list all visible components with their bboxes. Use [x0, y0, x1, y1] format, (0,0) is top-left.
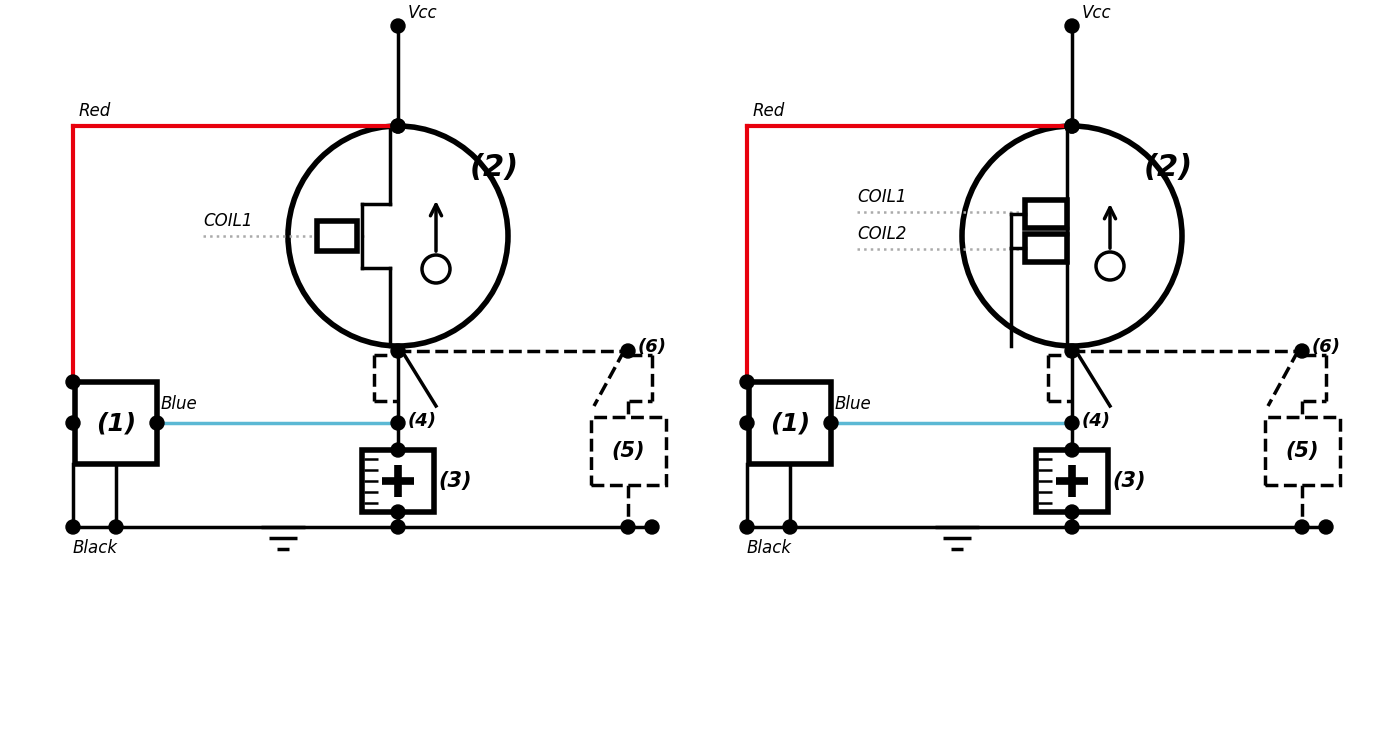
Text: (6): (6): [1313, 338, 1341, 356]
Text: Vcc: Vcc: [407, 4, 438, 22]
Text: Blue: Blue: [836, 395, 872, 413]
Circle shape: [739, 416, 755, 430]
Bar: [1036, 450, 1108, 512]
Circle shape: [66, 520, 80, 534]
Text: Red: Red: [80, 102, 112, 120]
Text: (5): (5): [1285, 441, 1318, 461]
Circle shape: [391, 344, 405, 358]
Circle shape: [739, 375, 755, 389]
Text: Black: Black: [746, 539, 792, 557]
Circle shape: [1320, 520, 1334, 534]
Circle shape: [1064, 19, 1078, 33]
Circle shape: [1064, 119, 1078, 133]
Circle shape: [739, 520, 755, 534]
Circle shape: [1064, 520, 1078, 534]
Circle shape: [1064, 344, 1078, 358]
Text: (4): (4): [407, 412, 437, 430]
Bar: [749, 382, 831, 464]
Circle shape: [783, 520, 797, 534]
Circle shape: [391, 520, 405, 534]
Bar: [75, 382, 158, 464]
Circle shape: [824, 416, 838, 430]
Circle shape: [1295, 520, 1309, 534]
Text: (3): (3): [438, 471, 472, 491]
Bar: [317, 221, 357, 251]
Text: (4): (4): [1083, 412, 1110, 430]
Circle shape: [109, 520, 123, 534]
Circle shape: [1064, 505, 1078, 519]
Circle shape: [66, 375, 80, 389]
Text: (1): (1): [770, 411, 810, 435]
Bar: [1025, 200, 1067, 228]
Circle shape: [621, 520, 635, 534]
Circle shape: [391, 443, 405, 457]
Text: Blue: Blue: [160, 395, 198, 413]
Circle shape: [391, 119, 405, 133]
Text: (6): (6): [638, 338, 667, 356]
Circle shape: [151, 416, 165, 430]
Text: (3): (3): [1112, 471, 1145, 491]
Bar: [361, 450, 434, 512]
Text: COIL1: COIL1: [204, 212, 252, 230]
Circle shape: [391, 416, 405, 430]
Circle shape: [391, 505, 405, 519]
Circle shape: [66, 416, 80, 430]
Bar: [590, 417, 665, 485]
Circle shape: [391, 19, 405, 33]
Text: COIL2: COIL2: [857, 225, 907, 243]
Circle shape: [391, 119, 405, 133]
Text: (5): (5): [611, 441, 644, 461]
Circle shape: [1295, 344, 1309, 358]
Text: Vcc: Vcc: [1083, 4, 1112, 22]
Circle shape: [621, 344, 635, 358]
Bar: [1025, 234, 1067, 262]
Text: COIL1: COIL1: [857, 188, 907, 206]
Circle shape: [1064, 443, 1078, 457]
Text: (2): (2): [470, 153, 519, 183]
Text: Black: Black: [73, 539, 119, 557]
Text: (2): (2): [1144, 153, 1193, 183]
Text: Red: Red: [753, 102, 785, 120]
Circle shape: [1064, 119, 1078, 133]
Circle shape: [1064, 416, 1078, 430]
Circle shape: [644, 520, 658, 534]
Text: (1): (1): [96, 411, 137, 435]
Bar: [1264, 417, 1339, 485]
